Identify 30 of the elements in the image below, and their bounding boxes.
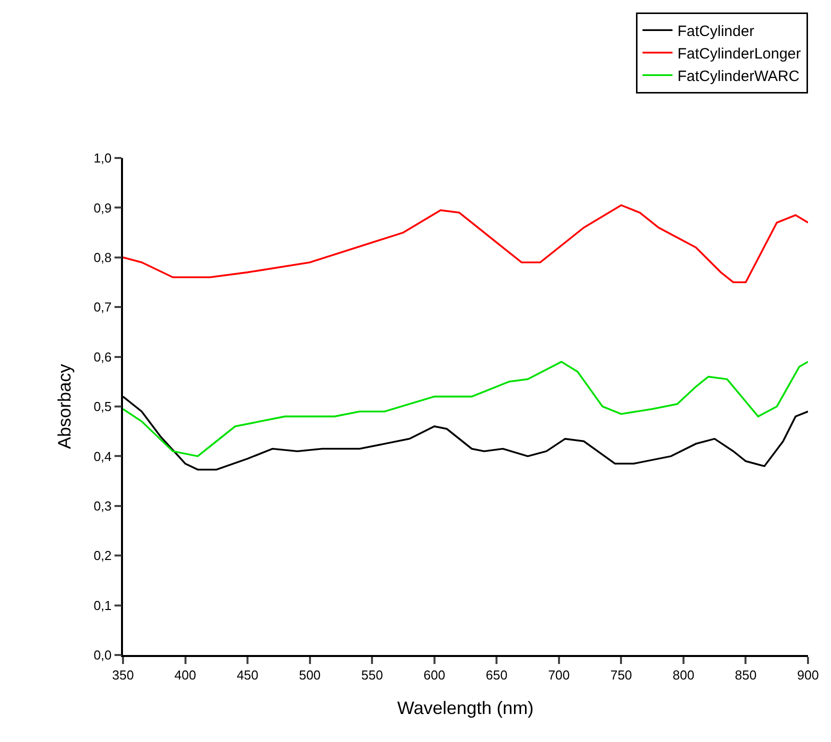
x-tick-label: 600 xyxy=(424,667,446,682)
x-tick-label: 700 xyxy=(548,667,570,682)
y-tick-label: 0,3 xyxy=(94,498,112,514)
y-tick-label: 0,6 xyxy=(94,349,112,364)
x-tick-label: 750 xyxy=(610,667,632,682)
line-series xyxy=(123,360,808,458)
line-series xyxy=(123,204,808,284)
y-tick-label: 0,0 xyxy=(94,648,112,663)
y-tick-label: 0,4 xyxy=(94,448,112,464)
x-tick-label: 350 xyxy=(112,667,134,682)
x-tick-label: 650 xyxy=(486,667,508,682)
x-tick-label: 500 xyxy=(298,667,321,682)
y-tick-label: 0,7 xyxy=(94,300,112,315)
legend-label: FatCylinder xyxy=(678,22,754,40)
legend-label: FatCylinderLonger xyxy=(678,45,801,62)
x-tick-label: 450 xyxy=(236,667,258,682)
x-axis-title: Wavelength (nm) xyxy=(397,698,534,718)
x-tick-label: 900 xyxy=(797,667,819,682)
x-tick-label: 400 xyxy=(174,667,196,682)
y-tick-label: 0,9 xyxy=(94,200,112,216)
y-tick-label: 0,1 xyxy=(94,598,112,613)
x-tick-label: 850 xyxy=(734,667,757,682)
y-tick-label: 0,8 xyxy=(94,250,112,265)
y-tick-label: 1,0 xyxy=(94,150,112,166)
y-axis-title: Absorbacy xyxy=(54,364,74,450)
x-tick-label: 800 xyxy=(672,667,694,682)
legend-label: FatCylinderWARC xyxy=(678,68,800,85)
y-tick-label: 0,2 xyxy=(94,548,112,564)
x-tick-label: 550 xyxy=(361,667,383,682)
y-tick-label: 0,5 xyxy=(94,399,112,414)
